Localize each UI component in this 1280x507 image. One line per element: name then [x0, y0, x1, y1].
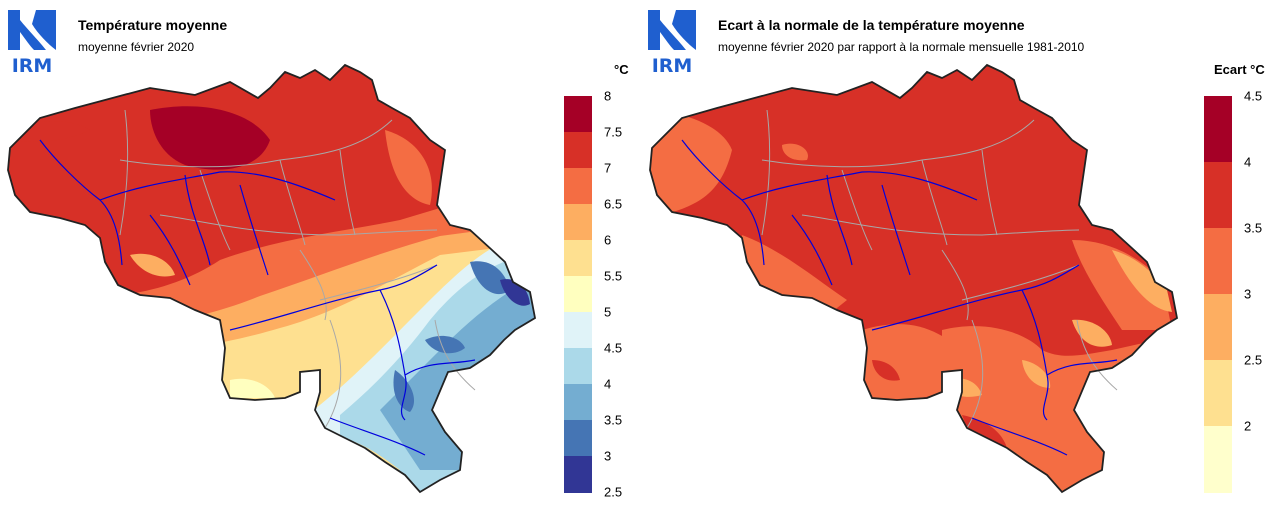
legend-swatch: [564, 240, 592, 277]
legend-swatch: [564, 168, 592, 205]
legend-tick-label: 2: [1244, 418, 1252, 434]
map-title: Ecart à la normale de la température moy…: [718, 17, 1025, 33]
legend-tick-label: 3: [604, 448, 612, 464]
legend-tick-label: 7.5: [604, 124, 623, 140]
irm-logo: IRM: [6, 6, 58, 77]
legend-swatch: [1204, 426, 1232, 493]
legend-swatch: [1204, 360, 1232, 427]
map-subtitle: moyenne février 2020 par rapport à la no…: [718, 40, 1085, 54]
legend-swatch: [564, 276, 592, 313]
map-subtitle: moyenne février 2020: [78, 40, 195, 54]
legend-tick-label: 6: [604, 232, 612, 248]
legend-tick-label: 7: [604, 160, 612, 176]
legend-tick-label: 4: [604, 376, 612, 392]
irm-logo: IRM: [646, 6, 698, 77]
legend-tick-label: 2.5: [1244, 352, 1263, 368]
legend-swatch: [564, 132, 592, 169]
legend-tick-label: 2.5: [604, 484, 623, 500]
legend-tick-label: 5.5: [604, 268, 623, 284]
legend-swatch: [564, 420, 592, 457]
legend-tick-label: 5: [604, 304, 612, 320]
legend-tick-label: 3.5: [604, 412, 623, 428]
legend-swatch: [564, 456, 592, 493]
legend-tick-label: 4: [1244, 154, 1252, 170]
legend-tick-label: 6.5: [604, 196, 623, 212]
legend-tick-label: 3: [1244, 286, 1252, 302]
legend-swatch: [1204, 228, 1232, 295]
legend-swatch: [1204, 162, 1232, 229]
legend-tick-label: 3.5: [1244, 220, 1263, 236]
legend-tick-label: 8: [604, 88, 612, 104]
temperature-panel: IRM Température moyenne moyenne février …: [6, 6, 629, 500]
legend-unit: °C: [614, 62, 629, 77]
legend-swatch: [564, 384, 592, 421]
legend-tick-label: 4.5: [1244, 88, 1263, 104]
legend-swatch: [564, 204, 592, 241]
legend-swatch: [1204, 294, 1232, 361]
anomaly-map: [649, 63, 1179, 494]
irm-logo-text: IRM: [12, 55, 53, 74]
legend-swatch: [564, 348, 592, 385]
legend-unit: Ecart °C: [1214, 62, 1265, 77]
anomaly-panel: IRM Ecart à la normale de la température…: [640, 0, 1280, 507]
legend-swatch: [1204, 96, 1232, 163]
temperature-map: [7, 63, 537, 494]
legend-swatch: [564, 96, 592, 133]
legend-swatch: [564, 312, 592, 349]
legend-tick-label: 4.5: [604, 340, 623, 356]
irm-logo-text: IRM: [652, 55, 693, 74]
map-title: Température moyenne: [78, 17, 228, 33]
